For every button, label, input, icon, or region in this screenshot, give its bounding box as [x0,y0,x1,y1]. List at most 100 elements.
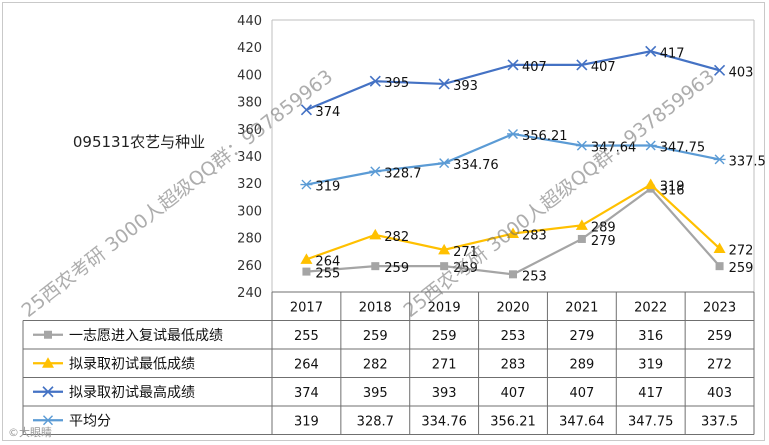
legend-label: 拟录取初试最高成绩 [69,384,195,401]
data-label: 356.21 [522,129,568,144]
data-point-marker [576,59,588,71]
table-cell: 374 [294,386,319,401]
data-label: 279 [591,234,616,249]
data-point-marker [509,270,517,279]
data-point-marker [644,140,657,151]
legend-label: 拟录取初试最低成绩 [69,355,195,372]
y-tick-label: 240 [237,286,262,301]
legend-marker [44,330,52,339]
data-label: 393 [453,79,478,94]
table-cell: 279 [569,329,594,344]
data-label: 282 [384,230,409,245]
y-tick-label: 360 [237,123,262,138]
data-point-marker [371,262,380,271]
data-label: 283 [522,229,547,244]
data-label: 259 [384,261,409,276]
x-category-label: 2020 [496,300,529,315]
data-point-marker [575,140,588,151]
table-cell: 328.7 [357,414,394,429]
y-tick-label: 400 [237,68,262,83]
table-cell: 393 [432,386,457,401]
data-label: 334.76 [453,158,499,173]
table-cell: 316 [638,329,663,344]
table-cell: 255 [294,329,319,344]
table-cell: 403 [707,386,732,401]
data-label: 403 [729,65,754,80]
data-label: 347.64 [591,141,637,156]
data-point-marker [644,178,657,190]
x-category-label: 2022 [634,300,667,315]
data-point-marker [507,227,519,239]
data-label: 319 [660,180,685,195]
y-tick-label: 380 [237,96,262,111]
y-tick-label: 320 [237,177,262,192]
data-label: 271 [453,245,478,260]
table-cell: 395 [363,386,388,401]
corner-watermark: ©大眼睛 [8,426,52,439]
table-cell: 283 [501,357,526,372]
table-cell: 407 [569,386,594,401]
table-cell: 407 [501,386,526,401]
data-point-marker [438,243,451,255]
table-cell: 334.76 [421,414,467,429]
x-category-label: 2018 [359,300,392,315]
data-label: 407 [522,60,547,75]
legend-marker [42,357,54,368]
legend-label: 平均分 [69,413,111,429]
legend-marker [42,415,54,426]
data-label: 253 [522,269,547,284]
series-line [306,50,720,111]
table-cell: 264 [294,357,319,372]
x-category-label: 2023 [703,300,736,315]
data-point-marker [713,242,726,253]
table-cell: 417 [638,386,663,401]
table-cell: 272 [707,357,732,372]
category-title: 095131农艺与种业 [72,133,206,151]
data-label: 259 [453,261,478,276]
table-cell: 319 [294,414,319,429]
x-category-label: 2021 [565,300,598,315]
data-point-marker [507,128,519,139]
table-cell: 337.5 [701,414,738,429]
data-label: 395 [384,76,409,91]
data-label: 328.7 [384,166,421,181]
data-point-marker [715,262,724,271]
chart-frame [2,2,765,441]
data-label: 316 [660,184,685,199]
data-label: 264 [315,254,340,269]
y-tick-label: 260 [237,259,262,274]
data-point-marker [440,262,449,271]
data-point-marker [438,78,450,90]
x-category-label: 2019 [428,300,461,315]
data-label: 417 [660,46,685,61]
data-point-marker [577,234,586,243]
data-point-marker [369,75,381,87]
data-label: 319 [315,180,340,195]
series-line [306,132,720,186]
data-label: 407 [591,60,616,75]
table-cell: 259 [707,329,732,344]
data-label: 337.5 [729,154,766,169]
data-label: 272 [729,243,754,258]
table-cell: 289 [569,357,594,372]
table-cell: 271 [432,357,457,372]
data-point-marker [302,267,311,276]
y-tick-label: 440 [237,14,262,29]
data-label: 255 [315,267,340,282]
table-cell: 282 [363,357,388,372]
data-point-marker [713,154,726,165]
table-cell: 253 [501,329,526,344]
y-tick-label: 300 [237,204,262,219]
y-tick-label: 340 [237,150,262,165]
y-tick-label: 420 [237,41,262,56]
table-cell: 259 [432,329,457,344]
table-cell: 347.64 [559,414,605,429]
data-point-marker [300,104,312,116]
table-cell: 319 [638,357,663,372]
data-label: 259 [729,261,754,276]
data-label: 289 [591,220,616,235]
data-point-marker [438,158,451,169]
data-label: 347.75 [660,140,706,155]
data-point-marker [300,253,313,264]
